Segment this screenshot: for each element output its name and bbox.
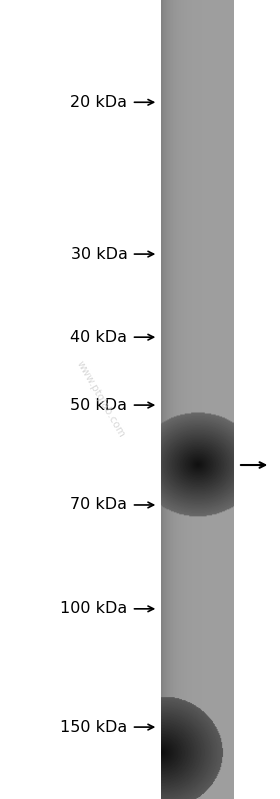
- Text: www.ptglab.com: www.ptglab.com: [75, 360, 127, 439]
- Text: 70 kDa: 70 kDa: [70, 498, 127, 512]
- Text: 30 kDa: 30 kDa: [71, 247, 127, 261]
- Text: 40 kDa: 40 kDa: [70, 330, 127, 344]
- Text: 150 kDa: 150 kDa: [60, 720, 127, 734]
- Text: 50 kDa: 50 kDa: [70, 398, 127, 412]
- Text: 100 kDa: 100 kDa: [60, 602, 127, 616]
- Text: 20 kDa: 20 kDa: [70, 95, 127, 109]
